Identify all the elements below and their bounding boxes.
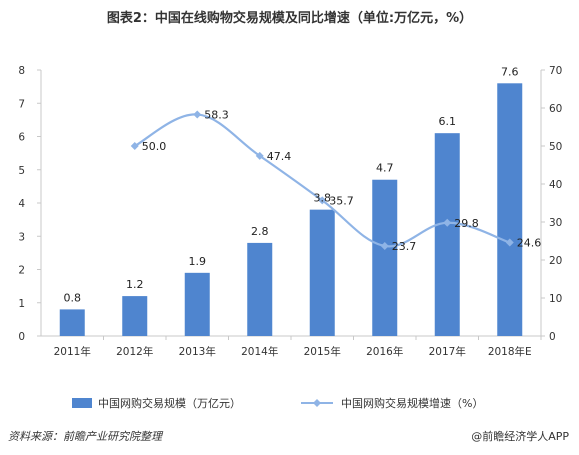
legend-bar-swatch [72,398,92,408]
right-axis-tick-label: 20 [549,255,562,267]
bar-value-label: 1.2 [126,278,144,291]
right-axis-tick-label: 50 [549,141,562,153]
x-axis-tick-label: 2015年 [304,345,341,358]
right-axis-tick-label: 40 [549,179,562,191]
line-value-label: 23.7 [392,240,417,253]
right-axis-tick-label: 60 [549,103,562,115]
bar [59,309,85,336]
x-axis-tick-label: 2017年 [429,345,466,358]
bar [497,83,523,336]
line-value-label: 50.0 [142,140,167,153]
bar [309,209,335,336]
bar-value-label: 7.6 [501,65,519,78]
legend-line-label: 中国网购交易规模增速（%） [341,396,483,410]
right-axis-tick-label: 10 [549,293,562,305]
line-layer [130,110,514,250]
line-point [193,110,202,119]
left-axis-tick-label: 0 [18,331,25,343]
line-point [318,196,327,205]
source-note: 资料来源：前瞻产业研究院整理 [8,430,162,443]
line-point [255,151,264,160]
x-axis-tick-label: 2016年 [366,345,403,358]
bar-value-label: 6.1 [439,115,457,128]
legend-line-marker [313,399,321,407]
left-axis-tick-label: 2 [18,265,25,277]
left-axis-tick-label: 7 [18,98,25,110]
left-axis-tick-label: 3 [18,231,25,243]
labels-layer: 0.8 1.2 1.9 2.8 3.8 4.7 6.1 7.6 50.0 58.3 47.4 35.7… [64,65,542,304]
line-point [130,142,139,150]
left-axis-tick-label: 6 [18,132,25,144]
line-point [380,241,389,250]
bar-value-label: 4.7 [376,162,394,175]
line-value-label: 24.6 [517,237,542,250]
x-axis-tick-label: 2014年 [241,345,278,358]
line-value-label: 35.7 [329,194,354,207]
chart-title: 图表2：中国在线购物交易规模及同比增速（单位:万亿元，%） [106,11,473,26]
left-axis-tick-label: 4 [18,198,25,210]
bar-value-label: 0.8 [64,291,82,304]
bar [247,242,273,336]
bar [434,133,460,336]
right-axis-tick-label: 0 [549,331,556,343]
axes-layer: 0 1 2 3 4 5 6 7 8 0 10 20 30 40 50 60 70 2011年 2012年 2013年 2… [18,65,562,358]
line-point [443,218,452,227]
x-axis-tick-label: 2012年 [116,345,153,358]
left-axis-tick-label: 5 [18,165,25,177]
left-axis-tick-label: 1 [18,298,25,310]
right-axis-tick-label: 30 [549,217,562,229]
legend-bar-label: 中国网购交易规模（万亿元） [98,396,241,410]
bar [184,272,210,336]
bar-value-label: 2.8 [251,225,269,238]
bar-value-label: 3.8 [314,192,332,205]
right-axis-tick-label: 70 [549,65,562,77]
line-point [505,238,514,247]
bar [372,179,398,336]
x-axis-tick-label: 2011年 [54,345,91,358]
brand-note: @前瞻经济学人APP [471,430,569,443]
line-value-label: 47.4 [267,150,292,163]
line-value-label: 58.3 [204,108,229,121]
bar [122,296,148,336]
x-axis-tick-label: 2013年 [179,345,216,358]
x-axis-tick-label: 2018年E [488,345,532,358]
bars-layer [59,83,523,336]
left-axis-tick-label: 8 [18,65,25,77]
line-value-label: 29.8 [454,217,479,230]
bar-value-label: 1.9 [189,255,207,268]
legend: 中国网购交易规模（万亿元） 中国网购交易规模增速（%） [72,396,483,410]
